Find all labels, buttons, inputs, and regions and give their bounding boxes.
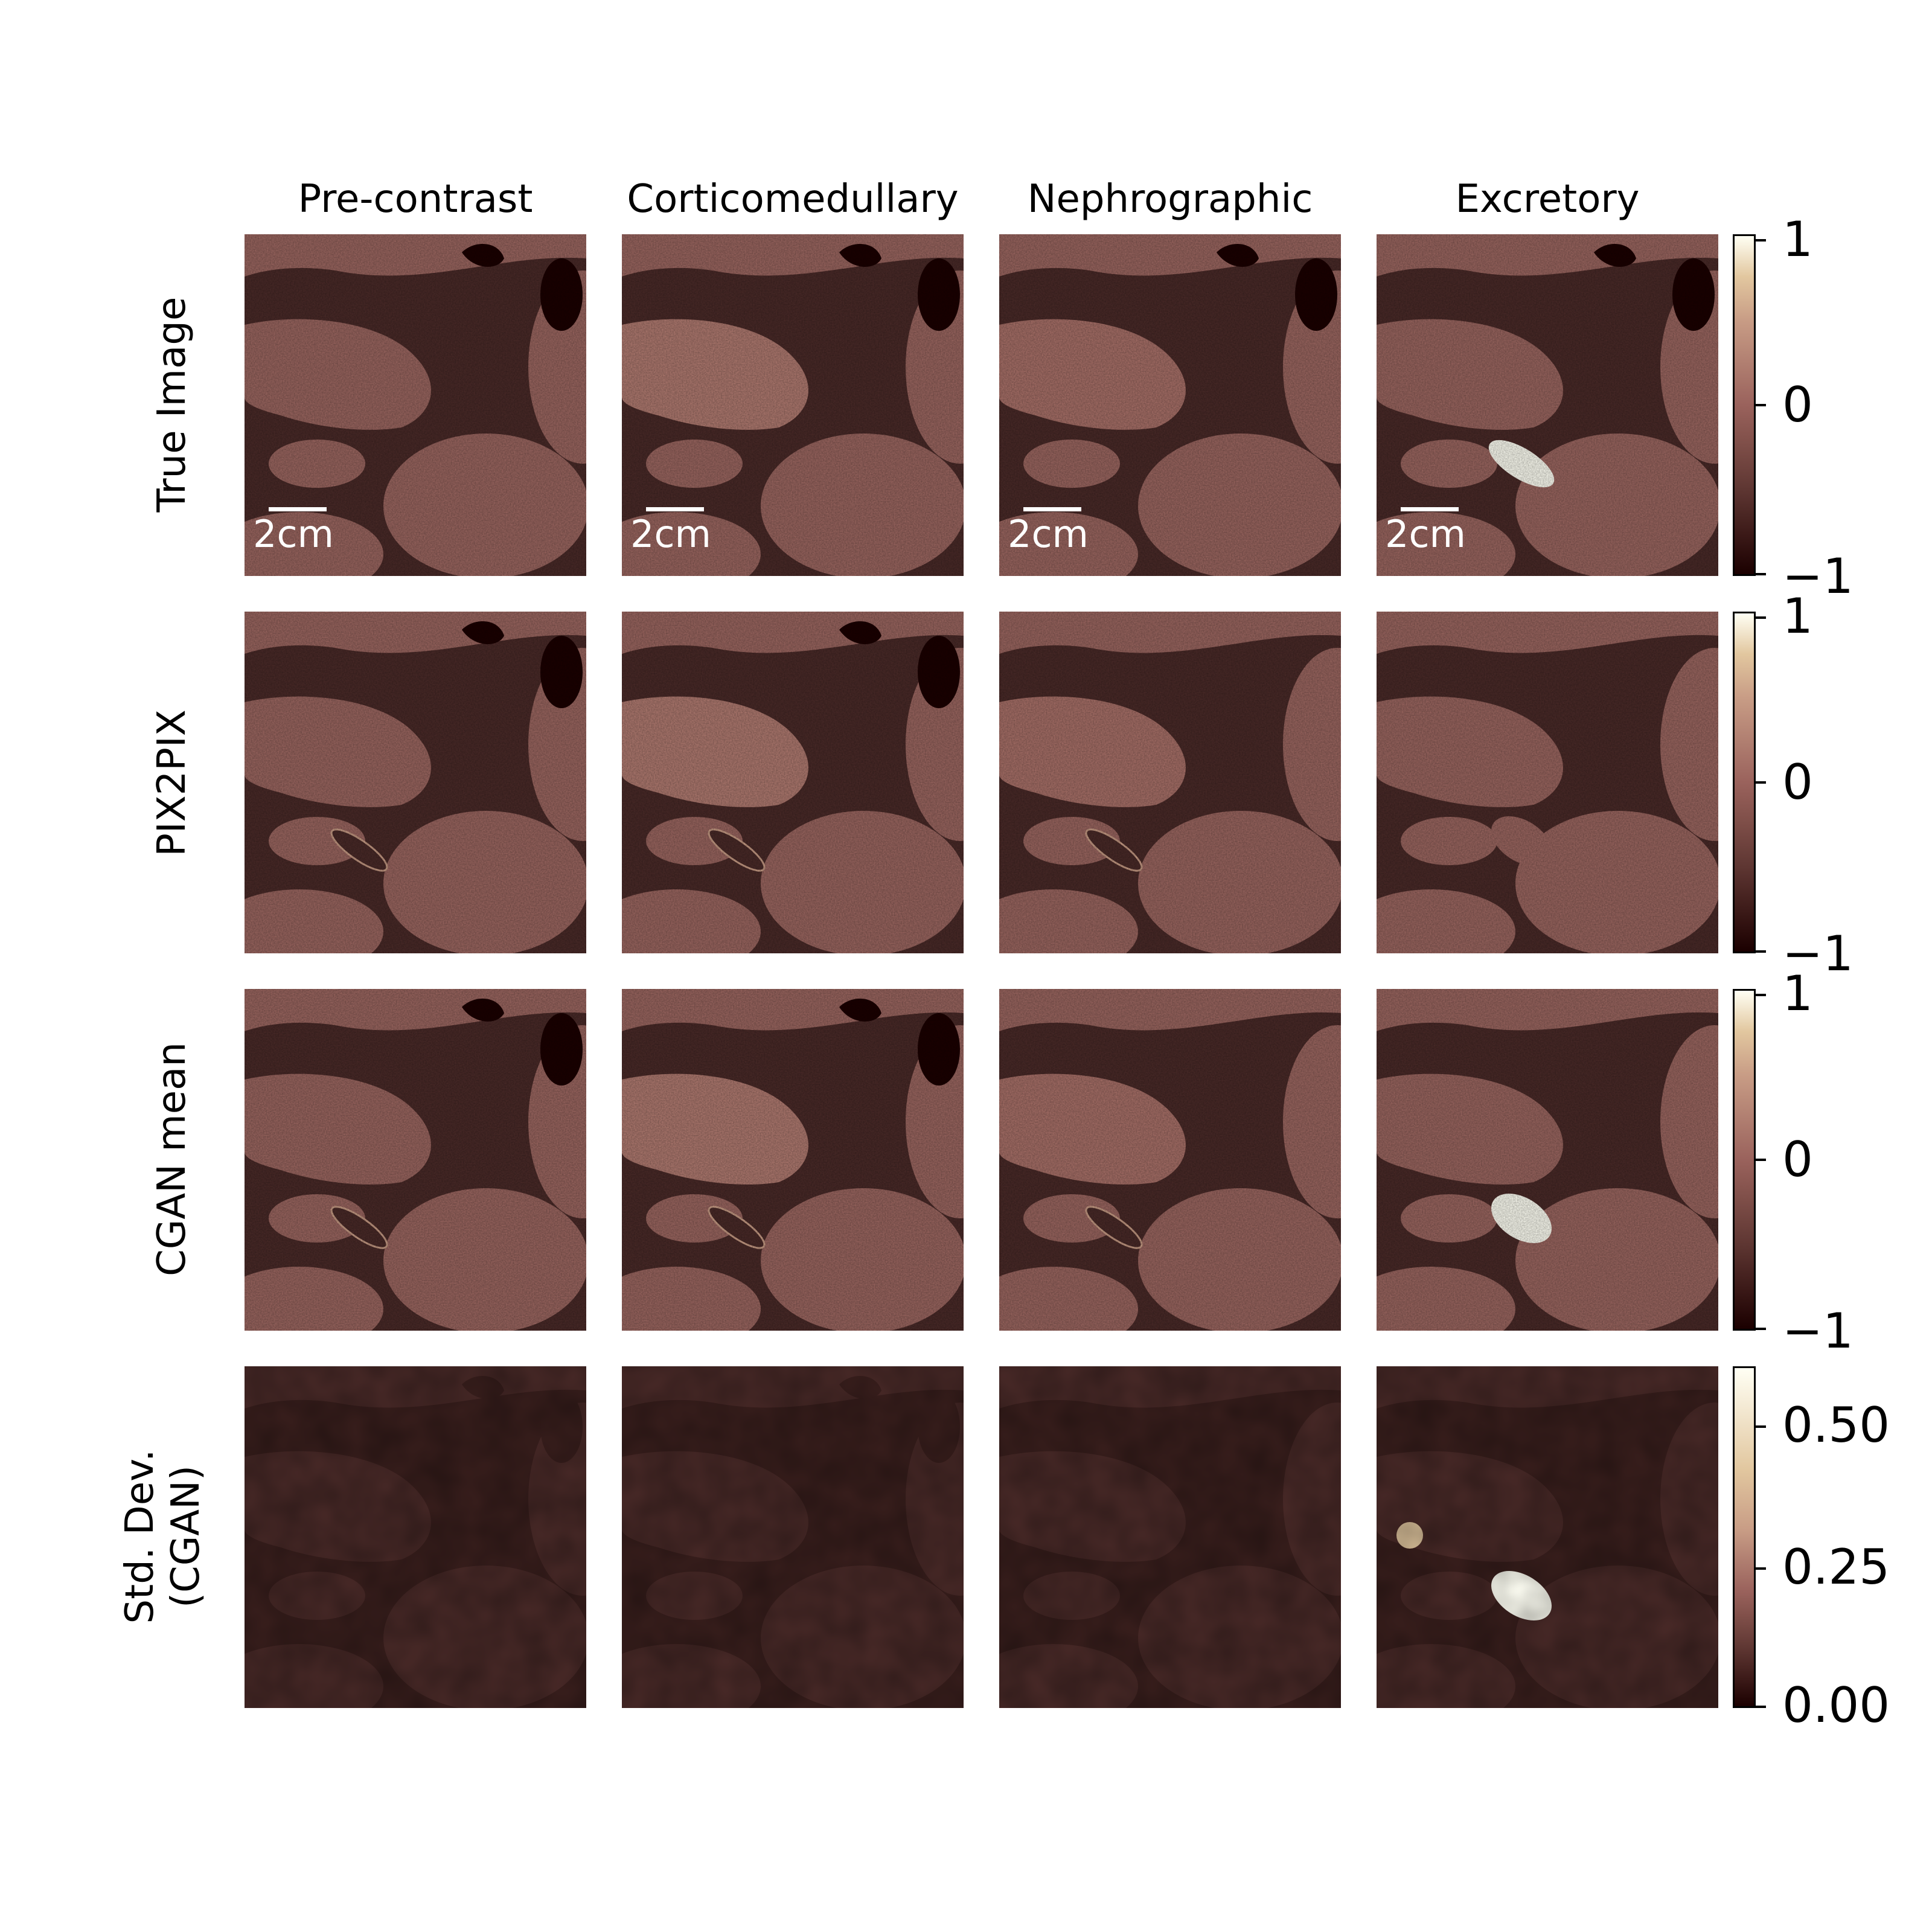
panel-cgan-mean-excretory (1377, 989, 1718, 1331)
scale-bar (269, 507, 327, 511)
colorbar-4-label-bottom: 0.00 (1782, 1677, 1890, 1733)
colorbar-4-tick-bottom (1754, 1706, 1766, 1708)
colorbar-1-tick-top (1754, 239, 1766, 242)
texture-noise (245, 612, 586, 953)
panel-cgan-mean-pre-contrast (245, 989, 586, 1331)
colorbar-4-tick-mid (1754, 1567, 1766, 1570)
scale-bar (1023, 507, 1081, 511)
colorbar-3-tick-mid (1754, 1159, 1766, 1161)
texture-noise (622, 612, 964, 953)
colorbar-2-tick-top (1754, 616, 1766, 619)
panel-std-dev-nephrographic (999, 1366, 1341, 1708)
colorbar-2-label-top: 1 (1782, 588, 1813, 644)
texture-noise (245, 1366, 586, 1708)
colorbar-4-label-mid: 0.25 (1782, 1539, 1890, 1595)
scale-bar-label: 2cm (1385, 512, 1466, 556)
texture-noise (622, 989, 964, 1331)
panel-true-corticomedullary: 2cm (622, 234, 964, 576)
texture-noise (245, 234, 586, 576)
texture-noise (1377, 234, 1718, 576)
panel-cgan-mean-nephrographic (999, 989, 1341, 1331)
colorbar-1-label-bottom: −1 (1782, 548, 1854, 604)
column-title-excretory: Excretory (1455, 177, 1640, 222)
colorbar-1-label-top: 1 (1782, 211, 1813, 267)
colorbar-3-tick-bottom (1754, 1328, 1766, 1330)
colorbar-1-label-mid: 0 (1782, 377, 1813, 433)
texture-noise (999, 234, 1341, 576)
scale-bar (1401, 507, 1459, 511)
colorbar-2-label-bottom: −1 (1782, 926, 1854, 982)
column-title-nephrographic: Nephrographic (1027, 177, 1313, 222)
row-label-true-image: True Image (150, 296, 194, 513)
colorbar-2-tick-mid (1754, 781, 1766, 784)
row-label-std-dev-line1: Std. Dev. (118, 1449, 162, 1624)
colorbar-row-4 (1733, 1366, 1756, 1708)
row-label-std-dev: Std. Dev. (CGAN) (117, 1450, 209, 1624)
colorbar-row-1 (1733, 234, 1756, 576)
panel-true-pre-contrast: 2cm (245, 234, 586, 576)
texture-noise (1377, 989, 1718, 1331)
colorbar-row-3 (1733, 989, 1756, 1331)
row-label-pix2pix: PIX2PIX (150, 709, 194, 857)
panel-std-dev-corticomedullary (622, 1366, 964, 1708)
panel-std-dev-excretory (1377, 1366, 1718, 1708)
scale-bar (646, 507, 704, 511)
panel-std-dev-pre-contrast (245, 1366, 586, 1708)
colorbar-3-tick-top (1754, 994, 1766, 996)
texture-noise (1377, 1366, 1718, 1708)
texture-noise (999, 989, 1341, 1331)
texture-noise (1377, 612, 1718, 953)
column-title-pre-contrast: Pre-contrast (298, 177, 533, 222)
texture-noise (622, 1366, 964, 1708)
panel-cgan-mean-corticomedullary (622, 989, 964, 1331)
texture-noise (999, 612, 1341, 953)
scale-bar-label: 2cm (630, 512, 711, 556)
column-title-corticomedullary: Corticomedullary (627, 177, 959, 222)
texture-noise (999, 1366, 1341, 1708)
scale-bar-label: 2cm (253, 512, 334, 556)
row-label-std-dev-line2: (CGAN) (164, 1465, 208, 1608)
scale-bar-label: 2cm (1008, 512, 1089, 556)
colorbar-2-label-mid: 0 (1782, 754, 1813, 810)
colorbar-4-label-top: 0.50 (1782, 1397, 1890, 1453)
panel-true-excretory: 2cm (1377, 234, 1718, 576)
colorbar-1-tick-mid (1754, 404, 1766, 406)
colorbar-2-tick-bottom (1754, 950, 1766, 953)
panel-true-nephrographic: 2cm (999, 234, 1341, 576)
panel-pix2pix-excretory (1377, 612, 1718, 953)
colorbar-3-label-top: 1 (1782, 965, 1813, 1022)
colorbar-3-label-mid: 0 (1782, 1131, 1813, 1188)
texture-noise (245, 989, 586, 1331)
panel-pix2pix-corticomedullary (622, 612, 964, 953)
colorbar-4-tick-top (1754, 1425, 1766, 1428)
colorbar-1-tick-bottom (1754, 573, 1766, 575)
row-label-cgan-mean: CGAN mean (150, 1042, 194, 1276)
texture-noise (622, 234, 964, 576)
panel-pix2pix-pre-contrast (245, 612, 586, 953)
panel-pix2pix-nephrographic (999, 612, 1341, 953)
colorbar-row-2 (1733, 612, 1756, 953)
colorbar-3-label-bottom: −1 (1782, 1303, 1854, 1359)
